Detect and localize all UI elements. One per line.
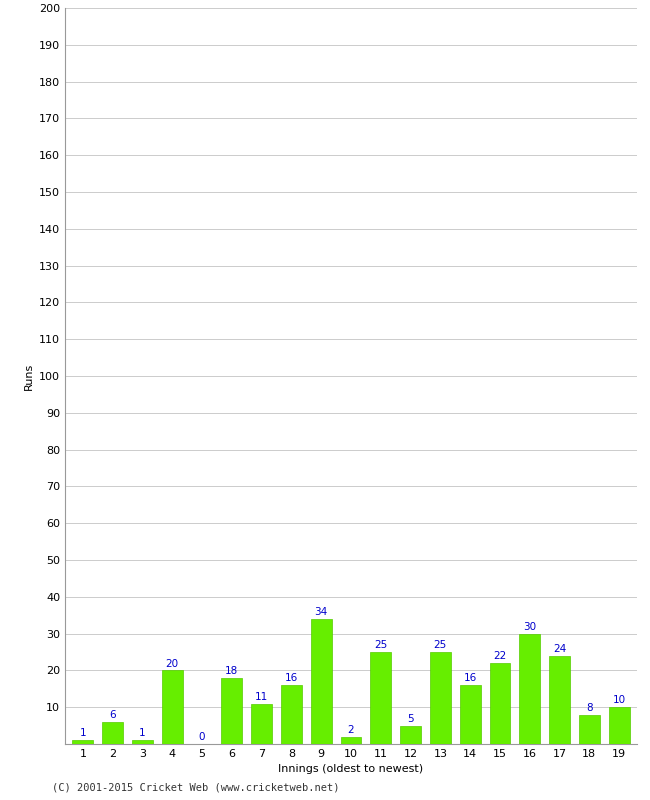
Y-axis label: Runs: Runs (23, 362, 33, 390)
Text: 11: 11 (255, 692, 268, 702)
Bar (341, 737, 361, 744)
Text: 18: 18 (225, 666, 239, 676)
Bar (311, 619, 332, 744)
Text: 24: 24 (553, 644, 566, 654)
Text: 1: 1 (79, 729, 86, 738)
Text: 10: 10 (612, 695, 626, 706)
Text: 5: 5 (408, 714, 414, 724)
Text: 34: 34 (315, 607, 328, 617)
Bar (162, 670, 183, 744)
Bar (549, 656, 570, 744)
Bar (579, 714, 600, 744)
Bar (251, 703, 272, 744)
Text: 20: 20 (166, 658, 179, 669)
Text: 6: 6 (109, 710, 116, 720)
Bar (370, 652, 391, 744)
Text: 1: 1 (139, 729, 146, 738)
Text: 30: 30 (523, 622, 536, 632)
Text: 0: 0 (199, 732, 205, 742)
Bar (102, 722, 123, 744)
Bar (222, 678, 242, 744)
Text: 8: 8 (586, 702, 593, 713)
Bar (72, 740, 94, 744)
Text: 25: 25 (434, 640, 447, 650)
Text: 16: 16 (463, 674, 477, 683)
Bar (430, 652, 451, 744)
Bar (400, 726, 421, 744)
Bar (608, 707, 630, 744)
Bar (489, 663, 510, 744)
Text: 22: 22 (493, 651, 506, 661)
Bar (281, 685, 302, 744)
Bar (519, 634, 540, 744)
Text: 25: 25 (374, 640, 387, 650)
Text: (C) 2001-2015 Cricket Web (www.cricketweb.net): (C) 2001-2015 Cricket Web (www.cricketwe… (52, 782, 339, 792)
Bar (460, 685, 480, 744)
Text: 16: 16 (285, 674, 298, 683)
Text: 2: 2 (348, 725, 354, 734)
X-axis label: Innings (oldest to newest): Innings (oldest to newest) (278, 765, 424, 774)
Bar (132, 740, 153, 744)
